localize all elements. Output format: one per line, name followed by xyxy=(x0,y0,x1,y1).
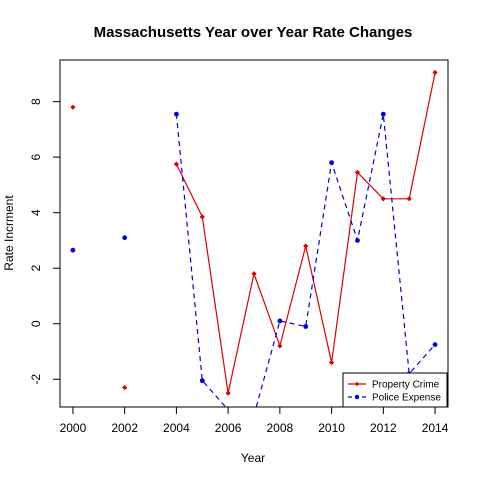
data-point xyxy=(380,196,386,202)
y-axis: -2 0 2 4 6 8 xyxy=(29,98,61,385)
data-point xyxy=(380,111,386,117)
data-point xyxy=(406,196,412,202)
data-point xyxy=(199,378,205,384)
x-tick-label: 2004 xyxy=(163,421,190,435)
data-point xyxy=(303,324,309,329)
data-point xyxy=(199,214,205,220)
legend-marker xyxy=(354,394,360,400)
data-point xyxy=(122,235,128,241)
legend-label: Property Crime xyxy=(372,380,440,391)
data-point xyxy=(251,271,257,277)
series-line xyxy=(175,113,436,407)
data-point xyxy=(70,104,76,110)
x-axis-label: Year xyxy=(241,451,265,465)
y-tick-label: 2 xyxy=(29,265,43,272)
y-tick-label: -2 xyxy=(29,374,43,385)
x-tick-label: 2014 xyxy=(422,421,449,435)
data-point xyxy=(122,384,128,391)
chart-title: Massachusetts Year over Year Rate Change… xyxy=(94,24,413,41)
y-tick-label: 0 xyxy=(29,320,43,327)
data-point xyxy=(277,318,283,324)
x-tick-label: 2008 xyxy=(267,421,294,435)
y-tick-label: 6 xyxy=(29,154,43,161)
legend-label: Police Expense xyxy=(372,393,441,404)
data-point xyxy=(329,359,335,366)
y-tick-label: 8 xyxy=(29,98,43,105)
data-point xyxy=(432,69,438,76)
data-point xyxy=(225,390,231,396)
data-point xyxy=(173,161,179,167)
y-tick-label: 4 xyxy=(29,209,43,216)
legend-box xyxy=(342,372,448,408)
data-point xyxy=(277,343,283,349)
y-axis-label: Rate Incrment xyxy=(2,195,16,271)
legend-marker xyxy=(354,381,360,387)
x-tick-label: 2006 xyxy=(215,421,242,435)
data-point xyxy=(329,160,334,166)
x-tick-label: 2002 xyxy=(111,421,138,435)
legend: Property Crime Police Expense xyxy=(342,372,448,408)
data-point xyxy=(303,243,309,249)
data-point xyxy=(174,111,179,117)
data-point xyxy=(355,238,360,243)
data-point xyxy=(354,169,361,176)
data-point xyxy=(70,247,76,253)
x-tick-label: 2012 xyxy=(370,421,397,435)
x-tick-label: 2010 xyxy=(318,421,345,435)
x-tick-label: 2000 xyxy=(60,421,87,435)
data-point xyxy=(432,342,438,347)
